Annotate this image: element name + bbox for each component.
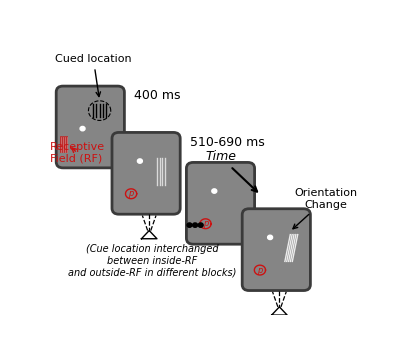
Text: Cued location: Cued location bbox=[55, 54, 132, 97]
Text: 400 ms: 400 ms bbox=[134, 90, 180, 102]
Text: 510-690 ms: 510-690 ms bbox=[190, 136, 264, 149]
Text: p: p bbox=[257, 266, 263, 275]
Text: Time: Time bbox=[205, 150, 257, 192]
FancyBboxPatch shape bbox=[186, 162, 255, 244]
Text: Receptive
Field (RF): Receptive Field (RF) bbox=[50, 142, 105, 164]
Text: p: p bbox=[128, 189, 134, 198]
Circle shape bbox=[212, 189, 217, 193]
Text: p: p bbox=[203, 219, 208, 228]
FancyBboxPatch shape bbox=[242, 209, 310, 291]
FancyBboxPatch shape bbox=[56, 86, 124, 168]
Text: Orientation
Change: Orientation Change bbox=[293, 188, 358, 229]
Circle shape bbox=[138, 159, 142, 163]
Circle shape bbox=[80, 126, 85, 131]
Circle shape bbox=[198, 223, 203, 227]
Text: (Cue location interchanged
between inside-RF
and outside-RF in different blocks): (Cue location interchanged between insid… bbox=[68, 244, 236, 277]
Circle shape bbox=[268, 235, 272, 240]
Circle shape bbox=[193, 223, 198, 227]
Circle shape bbox=[187, 223, 192, 227]
FancyBboxPatch shape bbox=[112, 132, 180, 214]
